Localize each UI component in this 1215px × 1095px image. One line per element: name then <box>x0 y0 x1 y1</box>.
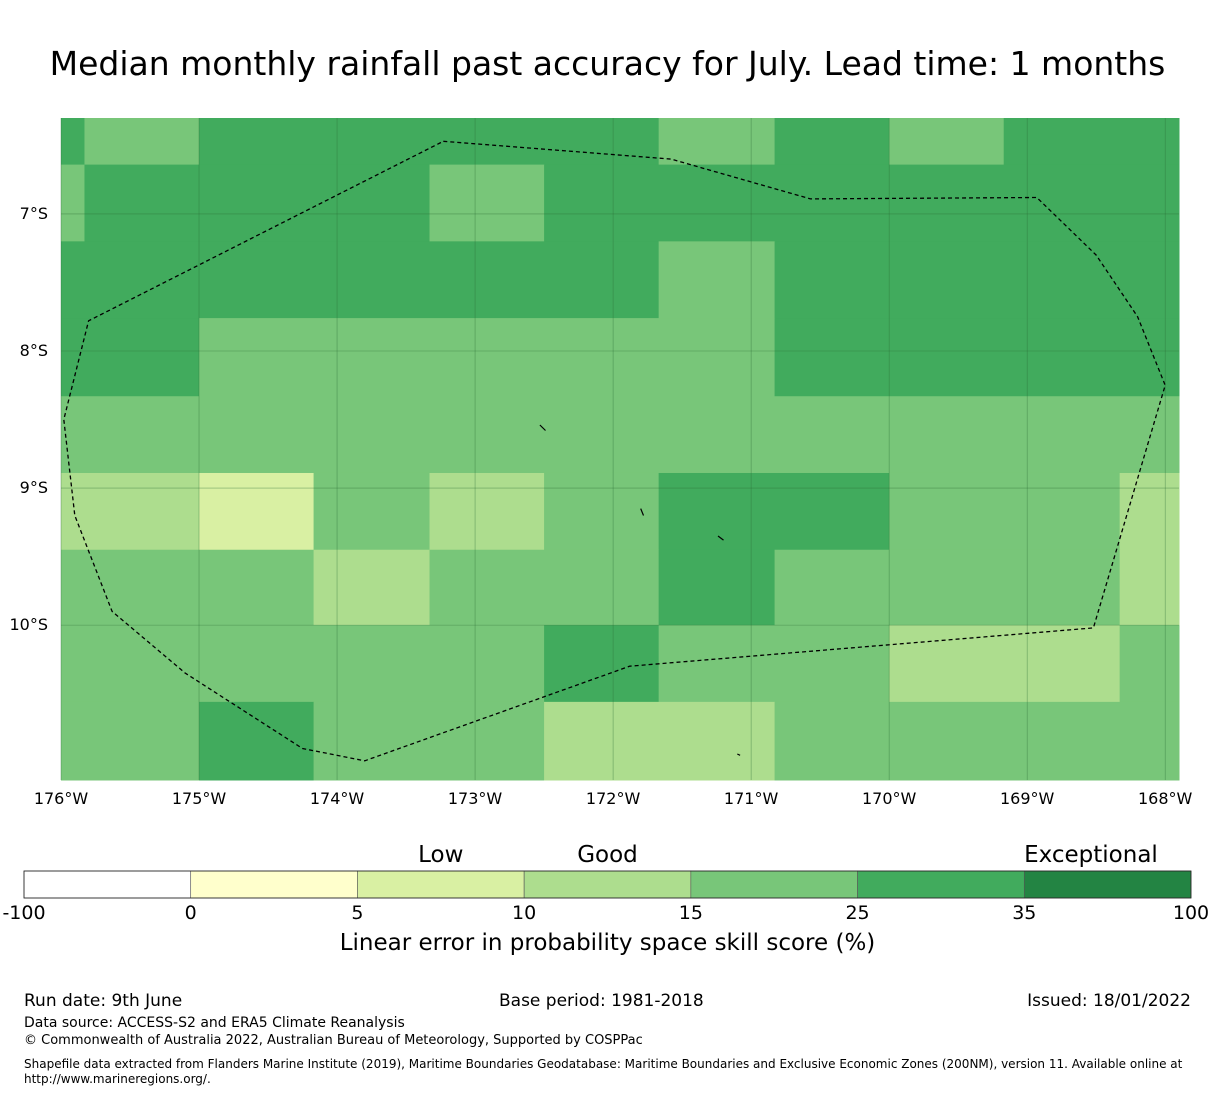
skill-cell <box>429 549 660 626</box>
skill-grid-cells <box>61 118 1180 781</box>
island-outlines <box>539 424 741 756</box>
colorbar-tick-label: 100 <box>1172 902 1210 924</box>
skill-cell <box>199 472 315 551</box>
skill-cell <box>61 164 85 242</box>
skill-cell <box>658 625 890 703</box>
skill-cell <box>889 625 1121 703</box>
lon-tick-label: 173°W <box>447 789 503 808</box>
skill-cell <box>774 241 1180 319</box>
colorbar-bin <box>190 870 358 899</box>
lon-tick-label: 168°W <box>1138 789 1193 808</box>
colorbar-category-exceptional: Exceptional <box>1024 842 1158 868</box>
skill-cell <box>61 625 545 703</box>
skill-cell <box>429 472 545 551</box>
lon-tick-label: 172°W <box>585 789 641 808</box>
skill-cell <box>1003 118 1180 166</box>
colorbar-tick-label: 35 <box>1012 902 1037 924</box>
skill-cell <box>429 164 545 242</box>
lon-tick-label: 174°W <box>309 789 365 808</box>
skill-cell <box>84 164 431 242</box>
colorbar <box>23 870 1192 899</box>
colorbar-bin <box>357 870 525 899</box>
issued-date: Issued: 18/01/2022 <box>1027 991 1191 1011</box>
lat-tick-label: 9°S <box>19 478 48 498</box>
skill-cell <box>889 118 1005 166</box>
run-date: Run date: 9th June <box>24 991 183 1011</box>
lon-tick-label: 169°W <box>999 789 1055 808</box>
colorbar-category-low: Low <box>418 842 464 868</box>
skill-cell <box>199 318 776 397</box>
skill-cell <box>313 549 431 626</box>
skill-cell <box>199 701 315 781</box>
skill-cell <box>544 701 776 781</box>
rainfall-skill-map <box>60 118 1180 781</box>
skill-cell <box>658 241 776 319</box>
skill-cell <box>658 549 776 626</box>
shapefile-credit-url: http://www.marineregions.org/. <box>24 1072 211 1086</box>
colorbar-bin <box>523 870 692 899</box>
colorbar-bin <box>1023 870 1192 899</box>
skill-cell <box>84 118 200 166</box>
skill-cell <box>313 472 431 551</box>
island-outline <box>717 535 724 541</box>
island-outline <box>640 508 645 516</box>
skill-cell <box>658 118 776 166</box>
skill-cell <box>658 472 890 551</box>
skill-cell <box>61 549 315 626</box>
skill-cell <box>313 701 545 781</box>
skill-cell <box>1119 625 1180 703</box>
colorbar-bin <box>23 870 192 899</box>
skill-cell <box>889 472 1121 551</box>
lon-tick-label: 170°W <box>861 789 917 808</box>
data-source: Data source: ACCESS-S2 and ERA5 Climate … <box>24 1015 405 1031</box>
skill-cell <box>544 472 660 551</box>
skill-cell <box>61 241 660 319</box>
skill-cell <box>774 318 1180 397</box>
skill-cell <box>774 549 1121 626</box>
skill-cell <box>544 625 660 703</box>
skill-cell <box>1119 549 1180 626</box>
lon-tick-label: 176°W <box>33 789 89 808</box>
eez-boundary-line <box>63 140 1166 762</box>
island-outline <box>737 753 741 756</box>
colorbar-bins <box>23 870 1192 899</box>
skill-cell <box>774 118 890 166</box>
colorbar-tick-label: 5 <box>351 902 364 924</box>
lat-tick-label: 8°S <box>19 341 48 360</box>
island-outline <box>539 424 546 431</box>
base-period: Base period: 1981-2018 <box>499 991 704 1011</box>
colorbar-tick-label: -100 <box>2 902 46 924</box>
skill-cell <box>61 318 200 397</box>
skill-cell <box>61 118 85 166</box>
skill-cell <box>61 396 1180 474</box>
colorbar-category-good: Good <box>577 842 638 868</box>
colorbar-tick-label: 25 <box>845 902 870 924</box>
colorbar-bin <box>857 870 1025 899</box>
skill-cell <box>199 118 660 166</box>
map-title: Median monthly rainfall past accuracy fo… <box>49 44 1166 83</box>
skill-cell <box>61 701 200 781</box>
skill-cell <box>544 164 1180 242</box>
colorbar-bin <box>690 870 858 899</box>
copyright-notice: © Commonwealth of Australia 2022, Austra… <box>24 1033 643 1048</box>
shapefile-credit: Shapefile data extracted from Flanders M… <box>24 1057 1183 1071</box>
lon-tick-label: 171°W <box>723 789 779 808</box>
colorbar-axis-label: Linear error in probability space skill … <box>339 930 876 956</box>
colorbar-tick-label: 10 <box>512 902 537 924</box>
lat-tick-label: 7°S <box>19 203 48 223</box>
skill-cell <box>1119 472 1180 551</box>
skill-cell <box>61 472 200 551</box>
colorbar-tick-label: 0 <box>184 902 197 924</box>
lat-tick-label: 10°S <box>9 615 48 635</box>
skill-cell <box>774 701 1180 781</box>
colorbar-frame <box>23 870 1192 899</box>
lat-lon-gridlines <box>60 118 1179 780</box>
lon-tick-label: 175°W <box>171 789 227 808</box>
colorbar-tick-label: 15 <box>678 902 703 924</box>
